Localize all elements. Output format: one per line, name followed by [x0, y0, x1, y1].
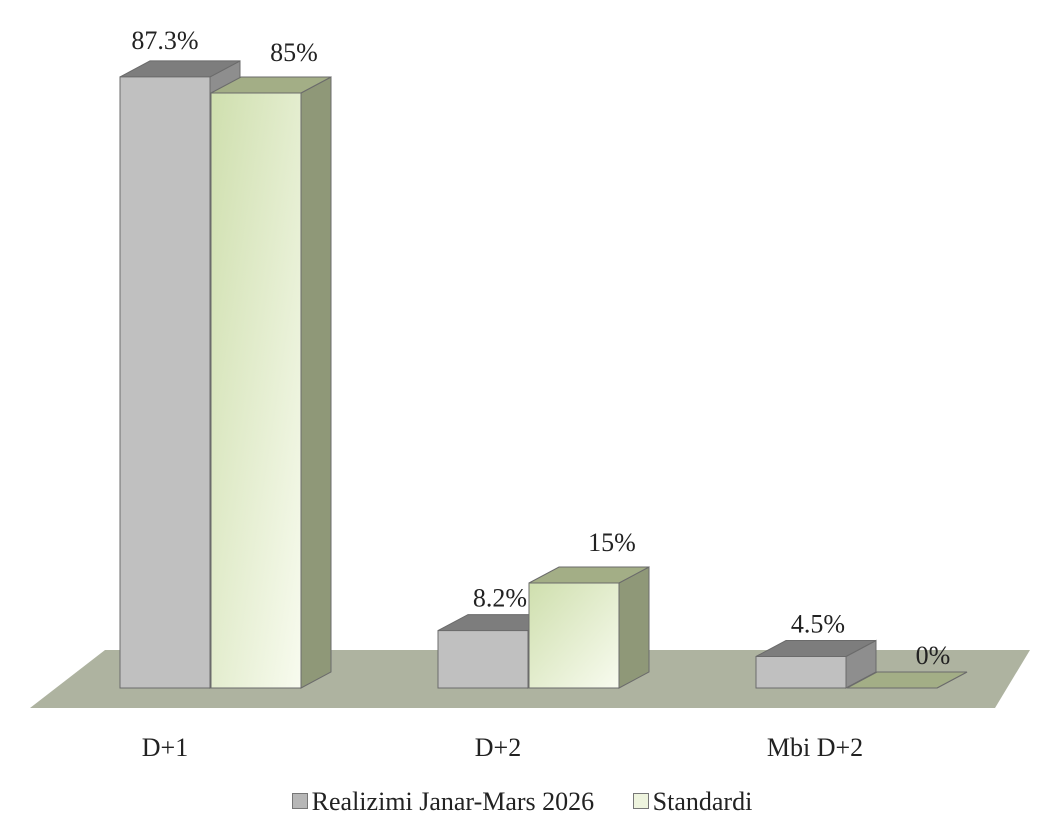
legend-swatch-series-1	[291, 793, 308, 809]
legend-item-series-2: Standardi	[632, 787, 753, 817]
bar-2-3	[846, 671, 968, 689]
legend-label-series-1: Realizimi Janar-Mars 2026	[311, 787, 595, 816]
bar-2-2	[528, 566, 650, 689]
category-label-3: Mbi D+2	[767, 733, 863, 762]
bar-top	[846, 671, 968, 689]
value-label-1-3: 4.5%	[791, 610, 845, 639]
chart-area: 87.3% 85% 8.2% 15% 4.5% 0% D+1 D+2 Mbi D+2	[30, 26, 1030, 762]
bar-front	[119, 76, 211, 689]
category-label-1: D+1	[142, 733, 188, 762]
value-label-1-2: 8.2%	[473, 584, 527, 613]
bar-front	[755, 656, 847, 689]
legend-item-series-1: Realizimi Janar-Mars 2026	[291, 787, 595, 817]
value-label-1-1: 87.3%	[131, 26, 198, 55]
legend-label-series-2: Standardi	[652, 787, 753, 816]
bar-front	[528, 582, 620, 689]
bar-front	[437, 630, 529, 689]
bar-side	[618, 566, 650, 689]
bar-1-3	[755, 639, 877, 689]
bar-side	[300, 76, 332, 689]
value-label-2-1: 85%	[270, 38, 318, 67]
value-label-2-3: 0%	[916, 641, 951, 670]
value-label-2-2: 15%	[588, 528, 636, 557]
bar-front	[210, 92, 302, 689]
chart-legend: Realizimi Janar-Mars 2026 Standardi	[0, 787, 1044, 817]
bar-2-1	[210, 76, 332, 689]
legend-swatch-series-2	[632, 793, 649, 809]
category-label-2: D+2	[475, 733, 521, 762]
